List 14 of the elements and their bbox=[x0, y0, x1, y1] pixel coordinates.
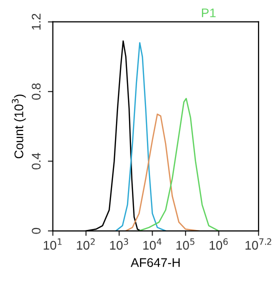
x-tick-label: 10$^{7.2}$ bbox=[246, 238, 272, 250]
x-tick-label: 10$^{6}$ bbox=[210, 238, 228, 250]
x-tick-label: 10$^{1}$ bbox=[44, 238, 62, 250]
y-tick-label: 0 bbox=[32, 228, 41, 234]
x-axis-title: AF647-H bbox=[130, 258, 180, 268]
x-tick-label: 10$^{3}$ bbox=[110, 238, 128, 250]
y-tick-label: 0.4 bbox=[32, 152, 41, 170]
y-tick-label: 0.8 bbox=[32, 83, 41, 100]
x-tick-label: 10$^{2}$ bbox=[76, 238, 95, 250]
y-axis-title: Count (10$^{3}$) bbox=[12, 94, 26, 158]
x-tick-label: 10$^{4}$ bbox=[143, 238, 162, 250]
x-tick-label: 10$^{5}$ bbox=[176, 238, 194, 250]
text: P1 bbox=[202, 8, 216, 18]
y-tick-label: 1.2 bbox=[32, 14, 41, 30]
